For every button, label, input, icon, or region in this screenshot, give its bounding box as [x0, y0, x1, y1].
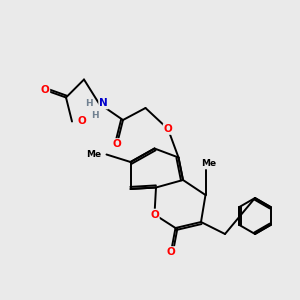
Text: O: O [40, 85, 50, 95]
Text: O: O [167, 247, 176, 257]
Text: O: O [77, 116, 86, 127]
Text: O: O [164, 124, 172, 134]
Text: H: H [91, 111, 98, 120]
Text: N: N [99, 98, 108, 109]
Text: Me: Me [201, 159, 216, 168]
Text: Me: Me [86, 150, 101, 159]
Text: O: O [112, 139, 122, 149]
Text: H: H [85, 99, 92, 108]
Text: O: O [150, 209, 159, 220]
